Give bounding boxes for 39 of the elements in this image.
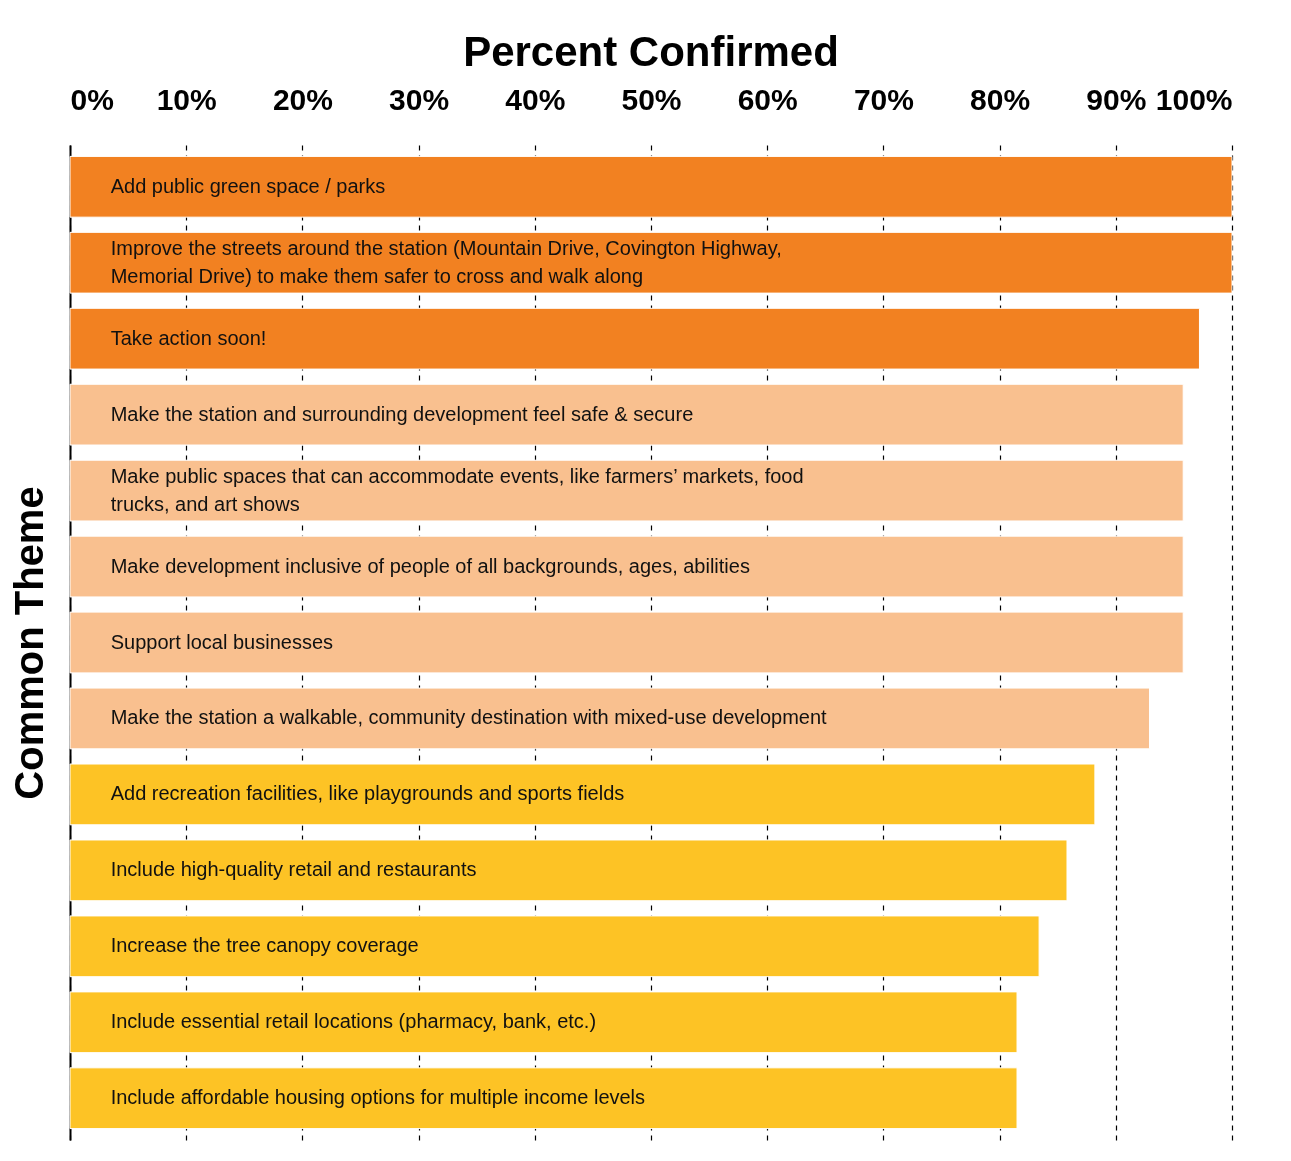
y-tick-label: Make the station and surrounding development feel safe & secure xyxy=(110,402,694,425)
bar xyxy=(69,231,1233,294)
y-tick-label: Include affordable housing options for multiple income levels xyxy=(110,1086,646,1109)
bar xyxy=(69,155,1233,218)
y-tick-label: Make development inclusive of people of all backgrounds, ages, abilities xyxy=(110,554,750,577)
x-tick-label: 40% xyxy=(505,82,566,116)
x-tick-label: 90% xyxy=(1086,82,1147,116)
y-tick-label: Support local businesses xyxy=(110,630,334,653)
y-tick-label: Improve the streets around the station (Mountain Drive, Covington Highway, Memorial Drive) to make them safer to cross and walk along xyxy=(110,236,782,287)
y-tick-label: Add recreation facilities, like playgrounds and sports fields xyxy=(110,782,625,805)
y-tick-label: Add public green space / parks xyxy=(110,174,386,197)
y-axis-title: Common Theme xyxy=(6,486,51,800)
chart-title: Percent Confirmed xyxy=(463,28,839,75)
bar xyxy=(69,687,1150,750)
bar xyxy=(69,763,1096,826)
bar xyxy=(69,1067,1018,1130)
x-tick-label: 70% xyxy=(853,82,914,116)
y-tick-label: Take action soon! xyxy=(110,326,267,349)
x-tick-label: 80% xyxy=(970,82,1031,116)
x-tick-label: 0% xyxy=(70,82,114,116)
bar xyxy=(69,991,1018,1054)
y-tick-label: Include essential retail locations (pharmacy, bank, etc.) xyxy=(110,1010,597,1033)
y-tick-label: Increase the tree canopy coverage xyxy=(110,934,419,957)
bar xyxy=(69,611,1184,674)
bar xyxy=(69,459,1184,522)
x-tick-label: 20% xyxy=(272,82,333,116)
x-tick-label: 50% xyxy=(621,82,682,116)
x-tick-label: 100% xyxy=(1155,82,1233,116)
bar xyxy=(69,535,1184,598)
bar xyxy=(69,307,1200,370)
x-tick-label: 10% xyxy=(156,82,217,116)
y-tick-label: Make the station a walkable, community destination with mixed-use development xyxy=(110,706,828,729)
y-tick-label: Include high-quality retail and restaurants xyxy=(110,858,477,881)
bar xyxy=(69,839,1068,902)
x-tick-label: 30% xyxy=(389,82,450,116)
bar xyxy=(69,383,1184,446)
x-tick-label: 60% xyxy=(737,82,798,116)
bar xyxy=(69,915,1040,978)
y-tick-label: Make public spaces that can accommodate events, like farmers’ markets, food trucks, and art shows xyxy=(110,464,804,515)
